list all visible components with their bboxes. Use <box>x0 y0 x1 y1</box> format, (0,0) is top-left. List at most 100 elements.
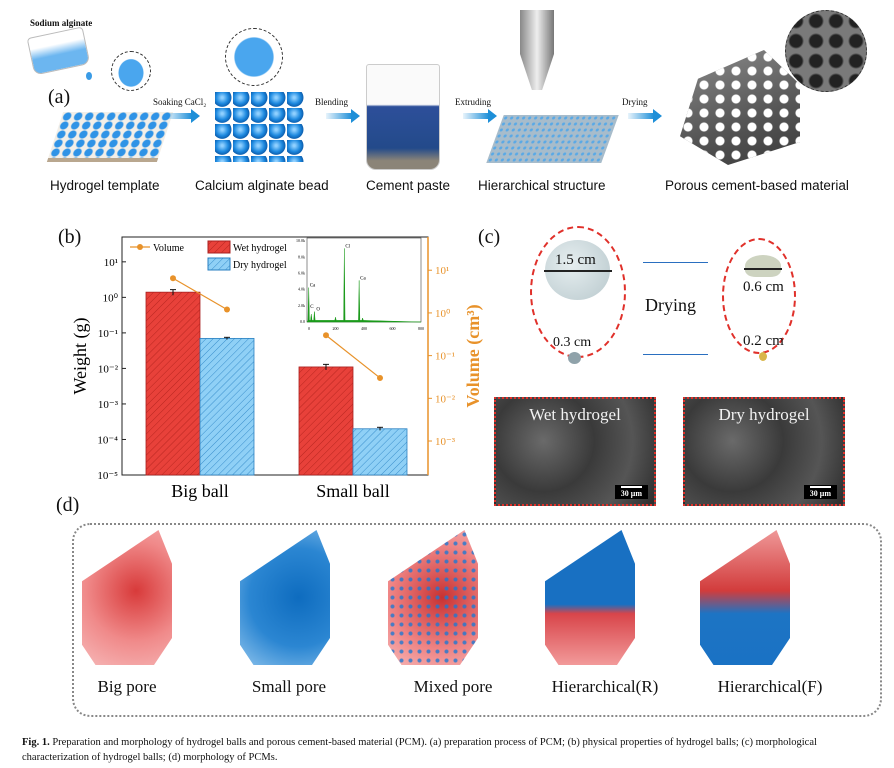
zoom-circle <box>785 10 867 92</box>
dry-big-ball <box>745 255 781 277</box>
process-soaking: Soaking CaCl₂ <box>153 97 207 107</box>
step-label: Hierarchical structure <box>478 178 606 193</box>
inset-frame <box>306 237 422 323</box>
y-axis-label: Weight (g) <box>70 317 91 394</box>
step-label: Cement paste <box>366 178 451 193</box>
scale-bar <box>544 270 612 272</box>
legend-swatch <box>207 240 231 254</box>
arrow-icon <box>326 109 360 123</box>
y-tick-label: 10⁻³ <box>98 399 119 411</box>
wet-small-ball <box>568 352 581 364</box>
wet-big-size: 1.5 cm <box>555 252 596 268</box>
volume-point <box>224 306 230 313</box>
inset-y-tick: 4.0k <box>298 287 305 292</box>
inset-spectrum <box>306 248 422 323</box>
scale-bar-label: 30 μm <box>614 485 648 499</box>
y-tick-label: 10⁻⁴ <box>97 434 118 446</box>
inset-y-tick: 0.0 <box>300 319 305 324</box>
scale-bar <box>744 268 782 270</box>
bar-wet-hydrogel <box>298 366 354 476</box>
inset-y-tick: 10.0k <box>296 238 305 243</box>
x-tick-label: Small ball <box>316 481 390 501</box>
y2-axis-label: Volume (cm³) <box>463 304 484 407</box>
caption-text: Preparation and morphology of hydrogel b… <box>22 737 817 763</box>
y2-tick-label: 10⁻³ <box>435 436 456 448</box>
panel-d-label: (d) <box>56 494 80 516</box>
y-tick-label: 10¹ <box>104 257 118 269</box>
process-drying: Drying <box>622 97 648 107</box>
pore-label: Big pore <box>97 677 157 696</box>
drop-icon <box>86 72 92 80</box>
y2-tick-label: 10⁻² <box>435 393 456 405</box>
weight-volume-chart: 10⁻⁵ 10⁻⁴ 10⁻³ 10⁻² 10⁻¹ 10⁰ 10¹ 10⁻³ 10⁻² 10⁻¹ 10… <box>70 236 484 501</box>
y2-tick-label: 10⁰ <box>435 308 451 320</box>
inset-x-tick: 0 <box>308 326 310 331</box>
sem-title: Dry hydrogel <box>718 405 810 424</box>
wet-small-size: 0.3 cm <box>553 335 592 350</box>
x-tick-label: Big ball <box>171 481 229 501</box>
inset-y-tick: 2.0k <box>298 303 305 308</box>
y2-tick-label: 10¹ <box>435 265 449 277</box>
inset-peak-label: C <box>310 305 314 310</box>
inset-x-tick: 200 <box>333 326 339 331</box>
y-tick-label: 10⁻⁵ <box>97 470 118 482</box>
sodium-alginate-label: Sodium alginate <box>30 18 93 28</box>
arrow-icon <box>463 109 497 123</box>
step-label: Porous cement-based material <box>665 178 849 193</box>
calcium-alginate-bead-image <box>215 92 305 162</box>
dry-small-size: 0.2 cm <box>743 333 784 349</box>
process-blending: Blending <box>315 97 348 107</box>
legend-label: Wet hydrogel <box>233 243 287 254</box>
volume-point <box>377 374 383 381</box>
drying-label: Drying <box>645 295 696 315</box>
legend-marker <box>137 244 143 250</box>
inset-peak-label: Ca <box>360 276 366 281</box>
dry-small-ball <box>759 352 767 361</box>
arrow-icon <box>643 354 708 355</box>
sem-wet-hydrogel: Wet hydrogel 30 μm <box>494 397 656 506</box>
step-label: Hydrogel template <box>50 178 160 193</box>
bar-wet-hydrogel <box>145 291 201 476</box>
y-tick-label: 10⁰ <box>103 292 119 304</box>
inset-y-tick: 6.0k <box>298 271 305 276</box>
y-tick-label: 10⁻² <box>98 363 119 375</box>
pore-label: Hierarchical(F) <box>717 677 823 696</box>
pore-label: Mixed pore <box>413 677 493 696</box>
legend-label: Dry hydrogel <box>233 260 287 271</box>
panel-a-label: (a) <box>48 86 71 108</box>
volume-line <box>325 334 381 379</box>
sem-title: Wet hydrogel <box>529 405 621 424</box>
volume-point <box>323 332 329 339</box>
dry-big-size: 0.6 cm <box>743 279 784 295</box>
inset-y-tick: 8.0k <box>298 254 305 259</box>
inset-x-tick: 600 <box>390 326 396 331</box>
scale-bar-label: 30 μm <box>803 485 837 499</box>
arrow-icon <box>628 109 662 123</box>
figure-caption: Fig. 1. Preparation and morphology of hy… <box>22 735 882 765</box>
zoom-circle <box>111 51 151 91</box>
volume-point <box>170 275 176 282</box>
arrow-icon <box>643 262 708 263</box>
panel-b-label: (b) <box>58 226 82 248</box>
y2-tick-label: 10⁻¹ <box>435 351 455 363</box>
inset-x-tick: 400 <box>361 326 367 331</box>
legend-label: Volume <box>153 243 184 254</box>
pcm-morphology-box <box>72 523 882 717</box>
inset-peak-label: Ca <box>310 284 316 289</box>
pore-label: Hierarchical(R) <box>551 677 659 696</box>
step-label: Calcium alginate bead <box>195 178 329 193</box>
bar-dry-hydrogel <box>352 428 408 476</box>
caption-prefix: Fig. 1. <box>22 737 50 748</box>
legend-swatch <box>207 257 231 271</box>
volume-line <box>172 277 228 311</box>
sem-dry-hydrogel: Dry hydrogel 30 μm <box>683 397 845 506</box>
y-tick-label: 10⁻¹ <box>98 328 118 340</box>
inset-x-tick: 800 <box>418 326 424 331</box>
bar-dry-hydrogel <box>199 337 255 476</box>
pore-label: Small pore <box>251 677 327 696</box>
inset-peak-label: Cl <box>345 244 350 249</box>
cement-paste-image <box>366 64 440 170</box>
process-extruding: Extruding <box>455 97 491 107</box>
inset-peak-label: O <box>316 308 320 313</box>
zoom-circle <box>225 28 283 86</box>
